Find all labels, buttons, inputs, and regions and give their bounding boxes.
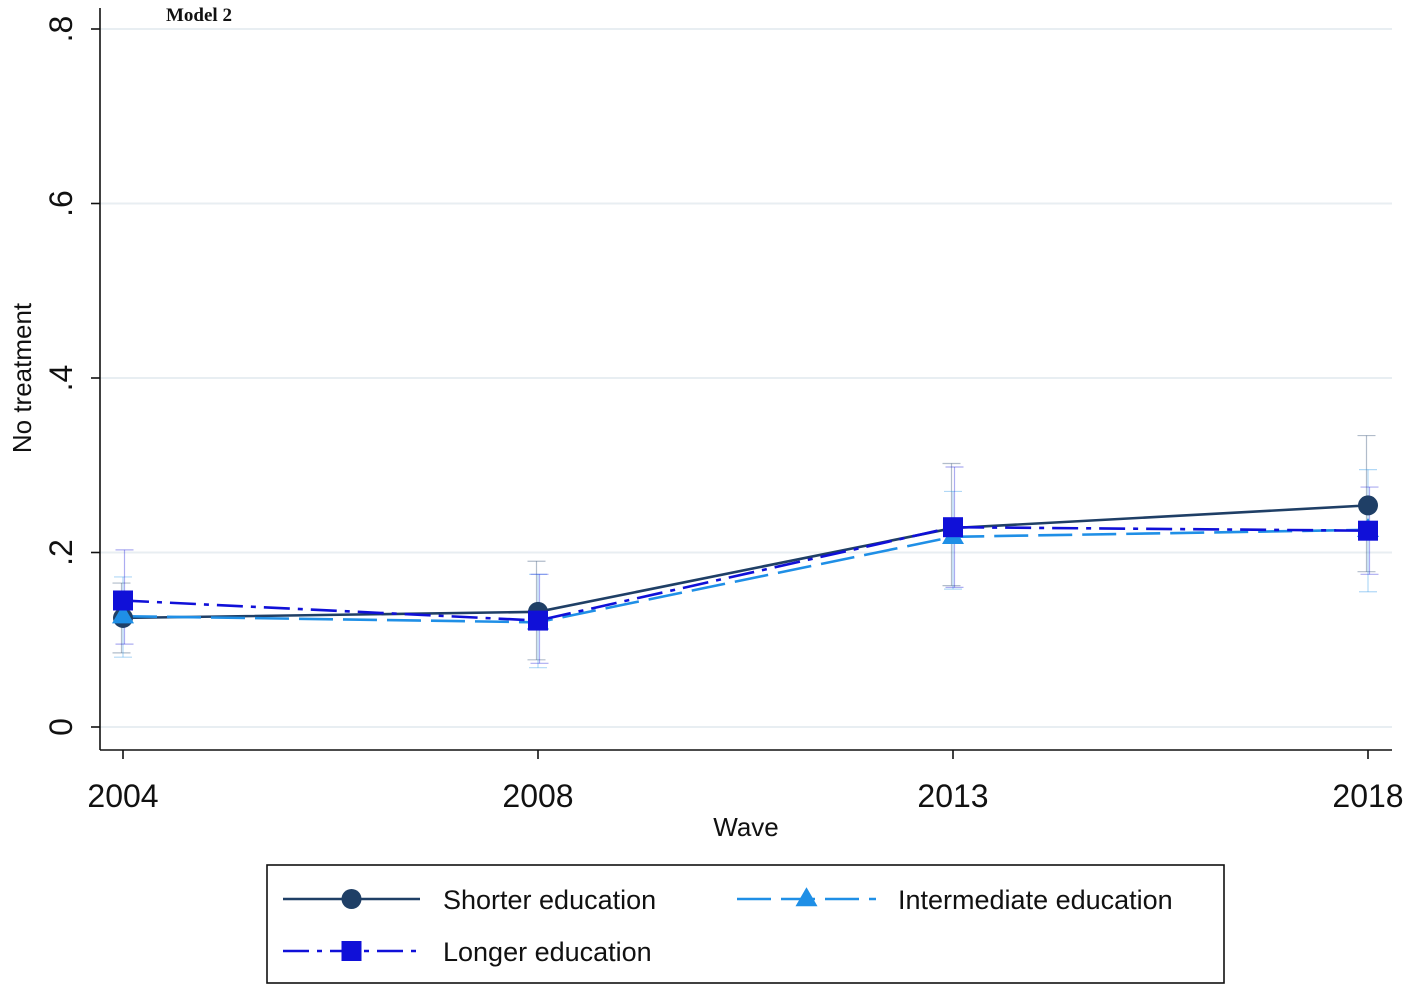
data-point — [1358, 495, 1378, 516]
y-tick-label: .8 — [43, 16, 79, 43]
data-point — [943, 517, 963, 538]
data-point — [113, 590, 133, 611]
series-line — [122, 504, 1369, 620]
series-markers — [112, 495, 1379, 631]
x-axis-label: Wave — [713, 812, 779, 842]
y-ticks: 0 .2 .4 .6 .8 — [43, 16, 100, 736]
data-point — [341, 889, 362, 909]
x-tick-label: 2018 — [1332, 778, 1403, 814]
data-point — [341, 941, 362, 961]
x-tick-label: 2004 — [87, 778, 158, 814]
legend: Shorter education Intermediate education L… — [266, 864, 1225, 984]
legend-label: Shorter education — [443, 885, 656, 915]
y-tick-label: .4 — [43, 365, 79, 392]
y-tick-label: .6 — [43, 190, 79, 217]
x-tick-label: 2008 — [502, 778, 573, 814]
data-point — [112, 604, 134, 624]
series-line — [122, 528, 1369, 624]
series-line — [122, 525, 1369, 622]
legend-label: Intermediate education — [898, 885, 1173, 915]
y-tick-label: .2 — [43, 539, 79, 566]
data-point — [1358, 520, 1378, 541]
y-tick-label: 0 — [43, 718, 79, 736]
series-lines — [122, 504, 1369, 624]
data-point — [528, 610, 548, 631]
y-axis-label: No treatment — [7, 302, 37, 453]
grid-lines — [100, 28, 1392, 728]
x-tick-label: 2013 — [917, 778, 988, 814]
chart-title: Model 2 — [166, 5, 232, 26]
legend-box — [266, 864, 1225, 984]
x-ticks: 2004 2008 2013 2018 — [87, 750, 1404, 814]
data-point — [795, 887, 818, 907]
legend-label: Longer education — [443, 937, 652, 967]
axes — [99, 8, 1392, 751]
